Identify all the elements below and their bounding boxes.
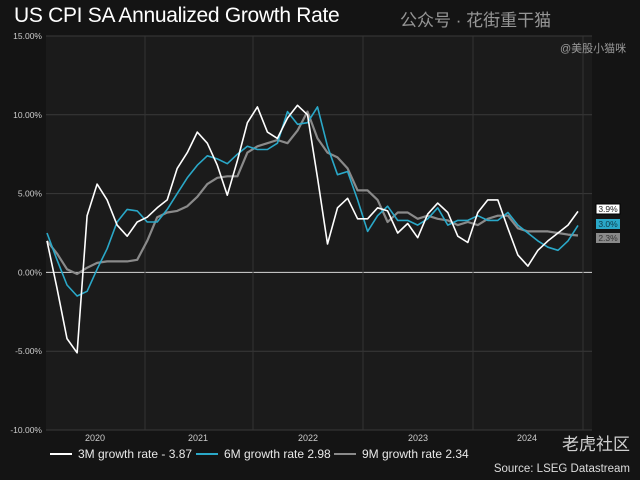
watermark-logo: 老虎社区	[562, 435, 630, 454]
y-tick-label: -5.00%	[15, 346, 42, 356]
legend-item-3m: 3M growth rate - 3.87	[50, 447, 192, 461]
end-label: 3.0%	[598, 219, 618, 229]
end-label: 3.9%	[598, 204, 618, 214]
legend: 3M growth rate - 3.87 6M growth rate 2.9…	[0, 447, 640, 465]
end-label-box	[596, 219, 620, 229]
legend-item-6m: 6M growth rate 2.98	[196, 447, 331, 461]
x-tick-label: 2023	[408, 433, 428, 443]
series-line-6m	[46, 106, 579, 297]
y-tick-label: -10.00%	[10, 425, 42, 435]
plot-area	[46, 36, 592, 430]
series-line-3m	[46, 104, 579, 354]
y-tick-label: 10.00%	[13, 110, 42, 120]
watermark-account: 公众号 · 花街重干猫	[400, 11, 552, 30]
x-tick-label: 2024	[517, 433, 537, 443]
legend-item-9m: 9M growth rate 2.34	[334, 447, 469, 461]
y-tick-label: 5.00%	[18, 189, 43, 199]
x-tick-label: 2020	[85, 433, 105, 443]
legend-label-6m: 6M growth rate 2.98	[224, 447, 331, 461]
legend-label-3m: 3M growth rate - 3.87	[78, 447, 193, 461]
end-label: 2.3%	[598, 233, 618, 243]
series-line-9m	[46, 110, 579, 276]
x-tick-label: 2021	[188, 433, 208, 443]
end-label-box	[596, 233, 620, 243]
x-tick-label: 2022	[298, 433, 318, 443]
legend-label-9m: 9M growth rate 2.34	[362, 447, 469, 461]
source-note: Source: LSEG Datastream	[493, 463, 630, 475]
watermark-handle: @美股小猫咪	[560, 43, 627, 55]
legend-swatch-6m	[196, 453, 218, 455]
y-tick-label: 0.00%	[18, 267, 43, 277]
chart-title: US CPI SA Annualized Growth Rate	[14, 4, 340, 27]
legend-swatch-3m	[50, 453, 72, 455]
legend-swatch-9m	[334, 453, 356, 455]
end-label-box	[595, 203, 621, 215]
y-tick-label: 15.00%	[13, 31, 42, 41]
